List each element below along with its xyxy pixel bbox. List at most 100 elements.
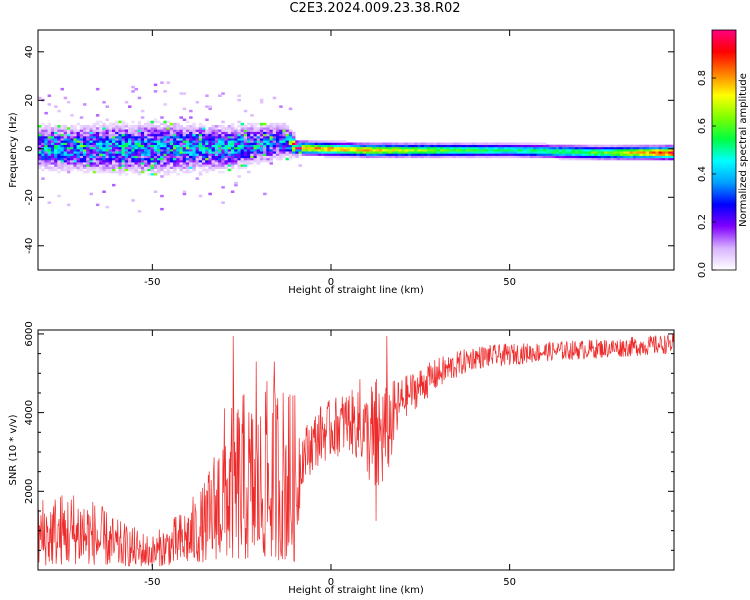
spectrogram-cell — [79, 142, 84, 145]
spectrogram-cell — [645, 146, 650, 150]
spectrogram-cell — [73, 166, 77, 169]
spectrogram-cell — [530, 149, 534, 152]
spectrogram-cell — [121, 170, 126, 174]
spectrogram-cell — [304, 144, 309, 148]
spectrogram-cell — [118, 144, 122, 148]
spectrogram-cell — [472, 142, 476, 145]
spectrogram-cell — [488, 142, 492, 145]
colorbar-tick-label: 0.8 — [697, 70, 708, 86]
spectrogram-cell — [173, 155, 177, 159]
spectrogram-cell — [343, 155, 347, 159]
spectrogram-cell — [272, 125, 277, 128]
spectrogram-cell — [462, 155, 466, 159]
spectrogram-cell — [423, 155, 428, 159]
spectrogram-cell — [150, 146, 155, 150]
spectrogram-cell — [89, 168, 93, 172]
spectrogram-cell — [195, 162, 200, 165]
spectrogram-cell — [63, 96, 68, 100]
spectrogram-cell — [230, 149, 235, 152]
spectrogram-cell — [610, 155, 614, 159]
spectrogram-cell — [230, 164, 235, 167]
spectrogram-cell — [99, 131, 103, 135]
spectrogram-cell — [166, 135, 171, 139]
spectrogram-cell — [636, 149, 640, 152]
spectrogram-cell — [613, 155, 618, 159]
spectrogram-cell — [282, 135, 286, 139]
spectrogram-cell — [288, 157, 293, 161]
spectrogram-cell — [285, 153, 290, 156]
spectrogram-cell — [398, 144, 402, 148]
spectrogram-cell — [153, 140, 158, 143]
spectrogram-cell — [63, 149, 68, 152]
spectrogram-cell — [102, 168, 106, 172]
spectrogram-cell — [89, 129, 93, 132]
spectrogram-cell — [369, 142, 373, 145]
spectrogram-cell — [253, 159, 257, 163]
spectrogram-cell — [76, 149, 81, 152]
spectrogram-cell — [60, 146, 64, 150]
spectrogram-cell — [253, 151, 257, 154]
spectrogram-cell — [430, 142, 434, 145]
spectrogram-cell — [105, 138, 109, 141]
spectrogram-cell — [118, 135, 122, 139]
spectrogram-cell — [137, 122, 142, 126]
spectrogram-cell — [44, 157, 48, 161]
spectrogram-cell — [665, 146, 669, 150]
spectrogram-cell — [372, 142, 376, 145]
spectrogram-cell — [423, 149, 428, 152]
spectrogram-cell — [60, 151, 64, 154]
spectrogram-cell — [179, 153, 183, 156]
spectrogram-cell — [134, 149, 138, 152]
spectrogram-cell — [121, 125, 126, 128]
spectrogram-cell — [76, 168, 81, 172]
spectrogram-cell — [513, 155, 518, 159]
spectrogram-cell — [240, 138, 245, 141]
spectrogram-cell — [247, 133, 251, 137]
spectrogram-cell — [279, 151, 283, 154]
spectrogram-cell — [192, 164, 196, 167]
spectrogram-cell — [195, 159, 200, 163]
spectrogram-cell — [452, 142, 457, 145]
spectrogram-cell — [41, 162, 45, 165]
spectrogram-cell — [95, 142, 100, 145]
spectrogram-cell — [497, 153, 502, 156]
spectrogram-cell — [288, 138, 293, 141]
spectrogram-cell — [292, 155, 296, 159]
spectrogram-cell — [134, 159, 138, 163]
spectrogram-cell — [166, 159, 171, 163]
spectrogram-cell — [102, 125, 106, 128]
spectrogram-cell — [227, 149, 232, 152]
spectrogram-cell — [478, 142, 483, 145]
spectrogram-cell — [665, 149, 669, 152]
spectrogram-cell — [568, 149, 573, 152]
spectrogram-cell — [382, 142, 386, 145]
spectrogram-cell — [66, 159, 71, 163]
spectrogram-cell — [243, 157, 248, 161]
spectrogram-cell — [118, 149, 122, 152]
spectrogram-cell — [404, 151, 409, 154]
spectrogram-cell — [115, 157, 119, 161]
spectrogram-cell — [423, 142, 428, 145]
spectrogram-cell — [407, 142, 412, 145]
spectrogram-cell — [459, 144, 463, 148]
spectrogram-cell — [594, 157, 598, 161]
spectrogram-cell — [340, 144, 344, 148]
spectrogram-cell — [150, 164, 155, 167]
spectrogram-cell — [382, 146, 386, 150]
spectrogram-cell — [314, 140, 319, 143]
spectrogram-cell — [620, 155, 624, 159]
spectrogram-cell — [256, 153, 261, 156]
spectrogram-cell — [558, 149, 563, 152]
spectrogram-cell — [227, 138, 232, 141]
spectrogram-cell — [179, 133, 183, 137]
spectrogram-cell — [497, 146, 502, 150]
spectrogram-cell — [272, 129, 277, 132]
spectrogram-cell — [671, 149, 674, 152]
spectrogram-cell — [224, 159, 228, 163]
spectrogram-cell — [324, 144, 328, 148]
spectrogram-cell — [105, 166, 109, 169]
spectrogram-cell — [224, 155, 228, 159]
spectrogram-cell — [507, 149, 511, 152]
spectrogram-cell — [536, 155, 540, 159]
spectrogram-cell — [266, 155, 270, 159]
